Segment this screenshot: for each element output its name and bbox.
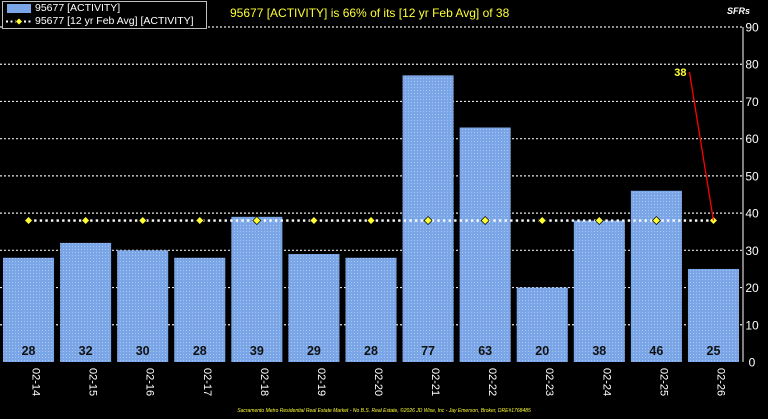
bar-series (3, 75, 739, 362)
bar-value-label: 30 (136, 344, 150, 358)
average-marker (537, 216, 547, 226)
bar (3, 257, 55, 362)
average-marker (366, 216, 376, 226)
bar (288, 254, 340, 362)
bar-data-labels: 28 32 30 28 39 29 28 77 63 20 38 46 25 (22, 344, 721, 358)
bar-swatch-icon (7, 4, 31, 13)
bar-value-label: 63 (478, 344, 492, 358)
bar-value-label: 39 (250, 344, 264, 358)
x-tick-label: 02-26 (714, 368, 726, 396)
bar (459, 127, 511, 362)
bar (174, 257, 226, 362)
chart-headline: 95677 [ACTIVITY] is 66% of its [12 yr Fe… (230, 6, 510, 20)
legend-item-activity: 95677 [ACTIVITY] (3, 2, 206, 15)
average-marker (423, 216, 433, 226)
bar-value-label: 20 (535, 344, 549, 358)
average-marker (138, 216, 148, 226)
x-tick-label: 02-15 (87, 368, 99, 396)
bar-value-label: 28 (364, 344, 378, 358)
average-series (24, 216, 718, 226)
average-marker (594, 216, 604, 226)
bar-value-label: 28 (22, 344, 36, 358)
y-axis-ticks: 0 10 20 30 40 50 60 70 80 90 (745, 21, 759, 370)
bar (516, 287, 568, 362)
callout-leader-line (688, 71, 715, 221)
dotted-line-swatch-icon (6, 17, 32, 26)
average-marker (81, 216, 91, 226)
bar-value-label: 29 (307, 344, 321, 358)
x-tick-label: 02-24 (600, 368, 612, 396)
x-tick-label: 02-17 (201, 368, 213, 396)
bar (345, 257, 397, 362)
y-tick-label: 60 (745, 132, 759, 146)
legend-label-activity: 95677 [ACTIVITY] (35, 2, 121, 14)
bar-value-label: 77 (421, 344, 435, 358)
bar (60, 242, 112, 362)
x-tick-label: 02-14 (30, 368, 42, 396)
average-marker (309, 216, 319, 226)
y-tick-label: 90 (745, 21, 759, 35)
bar-value-label: 38 (592, 344, 606, 358)
x-tick-label: 02-23 (543, 368, 555, 396)
x-tick-label: 02-20 (372, 368, 384, 396)
x-tick-label: 02-18 (258, 368, 270, 396)
grid-lines (0, 26, 744, 362)
bar-value-label: 46 (649, 344, 663, 358)
callout-label: 38 (674, 67, 686, 79)
bar-value-label: 25 (707, 344, 721, 358)
average-marker (252, 216, 262, 226)
x-tick-label: 02-25 (657, 368, 669, 396)
y-tick-label: 80 (745, 58, 759, 72)
x-tick-label: 02-16 (144, 368, 156, 396)
y-tick-label: 20 (745, 281, 759, 295)
average-marker (651, 216, 661, 226)
footer-credit: Sacramento Metro Residential Real Estate… (237, 408, 531, 414)
y-tick-label: 70 (745, 95, 759, 109)
y-tick-label: 50 (745, 169, 759, 183)
average-callout: 38 (674, 67, 715, 221)
average-marker (24, 216, 34, 226)
bar-value-label: 32 (79, 344, 93, 358)
bar (687, 268, 739, 362)
legend-item-average: 95677 [12 yr Feb Avg] [ACTIVITY] (3, 15, 206, 28)
y-tick-label: 30 (745, 244, 759, 258)
x-axis-ticks: 02-14 02-15 02-16 02-17 02-18 02-19 02-20 02-21… (30, 368, 727, 396)
average-marker (480, 216, 490, 226)
bar (231, 216, 283, 362)
y-tick-label: 0 (749, 356, 756, 370)
x-tick-label: 02-22 (486, 368, 498, 396)
y-axis-unit-label: SFRs (727, 6, 751, 16)
bar (573, 220, 625, 362)
x-tick-label: 02-21 (429, 368, 441, 396)
legend: 95677 [ACTIVITY] 95677 [12 yr Feb Avg] [… (2, 1, 207, 29)
y-tick-label: 10 (745, 318, 759, 332)
average-marker (195, 216, 205, 226)
x-tick-label: 02-19 (315, 368, 327, 396)
bar (117, 250, 169, 362)
bar-value-label: 28 (193, 344, 207, 358)
legend-label-average: 95677 [12 yr Feb Avg] [ACTIVITY] (35, 15, 194, 27)
y-tick-label: 40 (745, 207, 759, 221)
